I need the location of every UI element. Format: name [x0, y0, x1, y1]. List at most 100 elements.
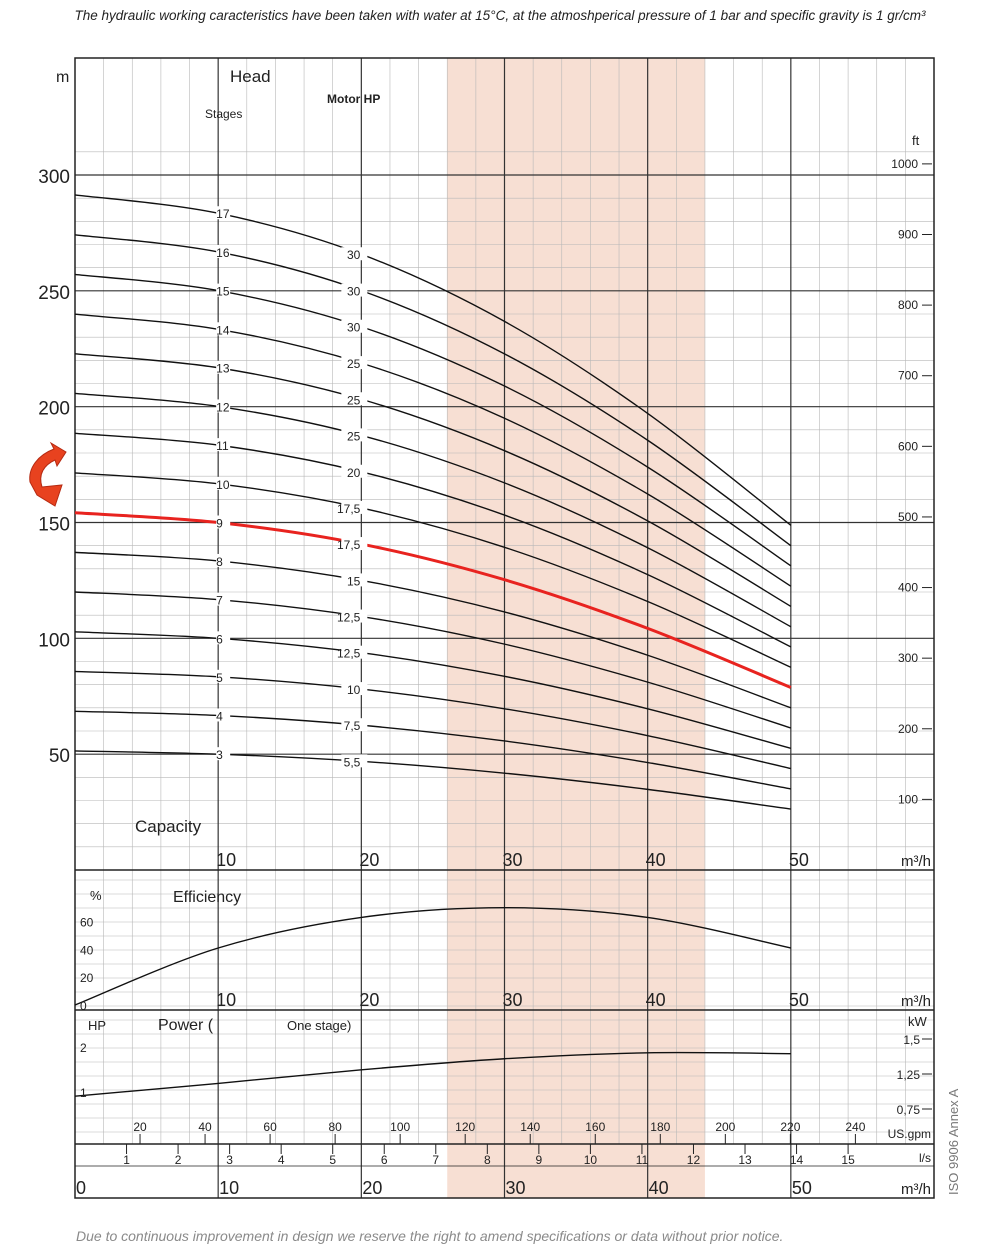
stage-label-bg — [216, 322, 231, 336]
selection-arrow-icon — [29, 441, 67, 507]
efficiency-unit: % — [90, 888, 102, 903]
ft-tick-label: 600 — [898, 439, 918, 453]
head-curve-15-stages — [74, 273, 792, 567]
power-subtitle: One stage) — [287, 1018, 351, 1033]
efficiency-curve — [74, 906, 791, 1006]
ft-tick-label: 200 — [898, 722, 918, 736]
stage-label-bg — [216, 708, 231, 722]
ft-unit-label: ft — [912, 133, 920, 148]
motor-hp-label: Motor HP — [327, 92, 380, 106]
motor-label-bg — [341, 609, 368, 623]
ls-tick-label: 6 — [381, 1153, 388, 1167]
stage-label-10: 10 — [216, 478, 230, 492]
stage-label-17: 17 — [216, 207, 230, 221]
ft-tick-label: 400 — [898, 581, 918, 595]
motor-label-bg — [341, 428, 368, 442]
plot-frame — [74, 57, 935, 1199]
head-tick-label: 150 — [38, 515, 70, 536]
stage-label-3: 3 — [216, 748, 223, 762]
stage-label-bg — [216, 669, 231, 683]
stage-label-16: 16 — [216, 246, 230, 260]
head-curve-17-stages — [74, 194, 792, 526]
recommended-range-band — [447, 58, 705, 1198]
ft-tick-label: 700 — [898, 369, 918, 383]
ls-tick-label: 4 — [278, 1153, 285, 1167]
stage-label-bg — [216, 747, 231, 761]
gpm-tick-label: 60 — [263, 1120, 277, 1134]
gpm-tick-label: 40 — [198, 1120, 212, 1134]
head-curve-8-stages — [74, 551, 792, 709]
motor-label-6: 12,5 — [337, 647, 361, 661]
gpm-unit: US.gpm — [888, 1127, 931, 1141]
ls-tick-label: 11 — [636, 1153, 649, 1167]
power-unit: HP — [88, 1018, 106, 1033]
ls-tick-label: 3 — [226, 1153, 233, 1167]
ls-tick-label: 2 — [175, 1153, 182, 1167]
motor-label-8: 15 — [347, 574, 361, 588]
gpm-tick-label: 200 — [715, 1120, 735, 1134]
stage-label-7: 7 — [216, 594, 223, 608]
head-tick-label: 100 — [38, 630, 70, 651]
m3h-tick-label: 30 — [506, 1178, 526, 1198]
motor-label-7: 12,5 — [337, 611, 361, 625]
head-x-tick-label: 50 — [789, 850, 809, 870]
head-tick-label: 200 — [38, 399, 70, 420]
gpm-tick-label: 220 — [780, 1120, 800, 1134]
gpm-tick-label: 240 — [845, 1120, 865, 1134]
m3h-tick-label: 0 — [76, 1178, 86, 1198]
kw-tick-label: 0,75 — [897, 1103, 921, 1117]
ls-tick-label: 1 — [123, 1153, 130, 1167]
gpm-tick-label: 80 — [328, 1120, 342, 1134]
capacity-label: Capacity — [135, 817, 202, 836]
motor-label-bg — [341, 283, 368, 297]
ls-tick-label: 10 — [584, 1153, 598, 1167]
efficiency-x-tick-label: 50 — [789, 990, 809, 1010]
kw-unit: kW — [908, 1014, 928, 1029]
stage-label-14: 14 — [216, 323, 230, 337]
ft-tick-label: 100 — [898, 792, 918, 806]
stage-label-bg — [216, 553, 231, 567]
ls-tick-label: 9 — [536, 1153, 543, 1167]
motor-label-5: 10 — [347, 683, 361, 697]
power-curve — [74, 1051, 791, 1097]
ls-tick-label: 8 — [484, 1153, 491, 1167]
efficiency-title: Efficiency — [173, 889, 241, 906]
stage-label-bg — [216, 360, 231, 374]
ls-tick-label: 12 — [687, 1153, 701, 1167]
motor-label-bg — [341, 500, 368, 514]
kw-tick-label: 1,25 — [897, 1068, 921, 1082]
ls-unit: l/s — [919, 1151, 931, 1165]
motor-label-13: 25 — [347, 393, 361, 407]
curves — [74, 194, 792, 1097]
stage-label-13: 13 — [216, 362, 230, 376]
stage-label-bg — [216, 206, 231, 220]
stage-label-bg — [216, 244, 231, 258]
chart-frame — [74, 57, 935, 1199]
ft-tick-label: 800 — [898, 298, 918, 312]
motor-label-bg — [341, 537, 368, 551]
ls-tick-label: 15 — [841, 1153, 855, 1167]
head-unit-label: m — [56, 69, 69, 86]
recommended-band — [447, 58, 705, 1198]
head-curve-4-stages — [74, 710, 791, 790]
motor-label-4: 7,5 — [344, 719, 361, 733]
stages-label: Stages — [205, 107, 242, 121]
stage-label-4: 4 — [216, 709, 223, 723]
motor-label-bg — [341, 247, 368, 261]
motor-label-bg — [341, 573, 368, 587]
motor-label-11: 20 — [347, 466, 361, 480]
head-tick-label: 300 — [38, 167, 70, 188]
grid — [75, 58, 934, 1198]
stage-label-bg — [216, 592, 231, 606]
head-x-tick-label: 10 — [216, 850, 236, 870]
efficiency-tick-label: 60 — [80, 916, 94, 930]
stage-label-12: 12 — [216, 400, 230, 414]
stage-label-15: 15 — [216, 285, 230, 299]
motor-label-3: 5,5 — [344, 755, 361, 769]
kw-tick-label: 1,5 — [903, 1033, 920, 1047]
motor-label-bg — [341, 392, 368, 406]
efficiency-x-tick-label: 30 — [503, 990, 523, 1010]
motor-label-bg — [341, 645, 368, 659]
stage-label-11: 11 — [216, 439, 229, 453]
